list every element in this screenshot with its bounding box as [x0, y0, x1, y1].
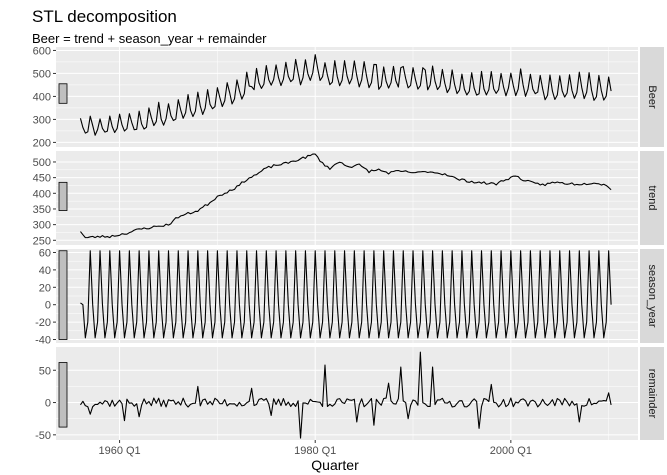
y-tick-label: 60 — [39, 247, 51, 259]
y-tick-label: 400 — [33, 188, 51, 200]
panel-background — [56, 347, 638, 440]
y-tick-label: -50 — [35, 430, 51, 442]
panel-remainder: -50 0 50 remainder — [35, 347, 664, 442]
y-tick-label: -40 — [35, 335, 51, 347]
y-tick-label: -20 — [35, 317, 51, 329]
y-tick-label: 50 — [39, 365, 51, 377]
panel-season-year: -40 -20 0 20 40 60 season_year — [35, 247, 664, 347]
x-tick-label: 2000 Q1 — [490, 445, 532, 457]
chart-title: STL decomposition — [32, 7, 177, 26]
y-tick-label: 400 — [33, 91, 51, 103]
x-axis: 1960 Q1 1980 Q1 2000 Q1 — [98, 440, 532, 457]
series-line-Beer — [79, 54, 612, 136]
facet-strip-label: season_year — [646, 265, 658, 328]
facet-strip-label: Beer — [646, 85, 658, 109]
scale-bar — [58, 83, 68, 104]
y-tick-label: 500 — [33, 157, 51, 169]
y-tick-label: 600 — [33, 45, 51, 57]
facet-strip — [640, 249, 664, 343]
panel-trend: 250 300 350 400 450 500 trend — [33, 151, 664, 247]
facet-strip — [640, 151, 664, 245]
y-tick-label: 40 — [39, 265, 51, 277]
y-tick-label: 500 — [33, 68, 51, 80]
series-line-season-year — [80, 250, 612, 339]
scale-bar — [58, 250, 68, 340]
x-tick-label: 1980 Q1 — [294, 445, 336, 457]
facet-strip-label: remainder — [646, 369, 658, 419]
x-axis-title: Quarter — [311, 457, 359, 473]
y-tick-label: 300 — [33, 114, 51, 126]
facet-panels: 200300400500600Beer250300350400450500tre… — [33, 45, 664, 442]
y-tick-label: 450 — [33, 173, 51, 185]
panel-background — [56, 151, 638, 245]
facet-strip — [640, 347, 664, 440]
x-tick-label: 1960 Q1 — [98, 445, 140, 457]
panel-Beer: 200 300 400 500 600 Beer — [33, 45, 664, 149]
y-tick-label: 0 — [45, 398, 51, 410]
facet-strip-label: trend — [646, 185, 658, 210]
y-tick-label: 250 — [33, 235, 51, 247]
panel-background — [56, 47, 638, 147]
scale-bar — [58, 181, 68, 211]
y-tick-label: 0 — [45, 300, 51, 312]
scale-bar — [58, 362, 68, 428]
series-line-remainder — [80, 351, 612, 439]
series-line-trend — [80, 153, 612, 239]
y-tick-label: 200 — [33, 137, 51, 149]
y-tick-label: 300 — [33, 220, 51, 232]
facet-strip — [640, 47, 664, 147]
y-tick-label: 20 — [39, 282, 51, 294]
chart-subtitle: Beer = trend + season_year + remainder — [32, 31, 267, 46]
y-tick-label: 350 — [33, 204, 51, 216]
